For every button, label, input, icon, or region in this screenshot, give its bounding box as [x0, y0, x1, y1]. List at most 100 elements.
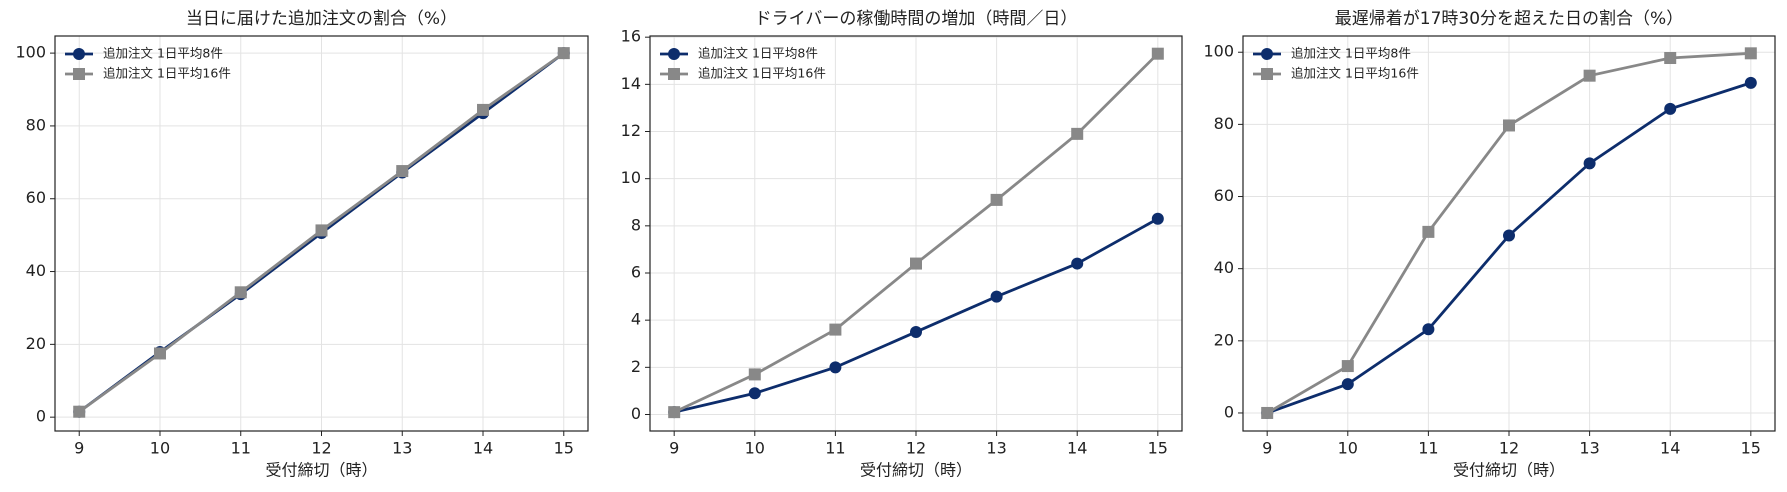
marker	[1151, 212, 1164, 225]
marker	[396, 165, 409, 178]
legend-label: 追加注文 1日平均16件	[698, 66, 826, 81]
marker	[1261, 406, 1274, 419]
marker	[668, 68, 680, 80]
panel: 0 20 40 60 80 100 9 10 11 12 13 14 15 当日に届けた追加注文の割合（%…	[15, 9, 589, 480]
x-tick-label: 10	[150, 439, 170, 458]
x-axis-label: 受付締切（時）	[265, 461, 377, 480]
marker	[153, 347, 166, 360]
y-tick-label: 2	[631, 357, 641, 376]
chart-title: ドライバーの稼働時間の増加（時間／日）	[755, 9, 1078, 29]
y-tick-label: 20	[1214, 330, 1234, 349]
marker	[73, 48, 85, 60]
y-tick-label: 40	[1214, 258, 1234, 277]
chart-title: 当日に届けた追加注文の割合（%）	[186, 9, 457, 29]
marker	[1341, 378, 1354, 391]
y-tick-label: 14	[621, 74, 641, 93]
y-tick-label: 100	[1203, 42, 1234, 61]
y-tick-label: 8	[631, 215, 641, 234]
marker	[73, 68, 85, 80]
y-tick-label: 0	[631, 404, 641, 423]
marker	[990, 193, 1003, 206]
marker	[1744, 47, 1757, 60]
marker	[1422, 323, 1435, 336]
plot-frame	[649, 35, 1183, 432]
y-tick-label: 16	[621, 27, 641, 46]
x-tick-label: 15	[554, 439, 574, 458]
x-tick-label: 13	[392, 439, 412, 458]
marker	[1664, 102, 1677, 115]
y-tick-label: 60	[1214, 186, 1234, 205]
y-tick-label: 6	[631, 263, 641, 282]
x-tick-label: 9	[74, 439, 84, 458]
y-tick-label: 0	[1224, 402, 1234, 421]
marker	[1422, 225, 1435, 238]
marker	[557, 47, 570, 60]
marker	[829, 361, 842, 374]
marker	[990, 290, 1003, 303]
marker	[1744, 76, 1757, 89]
marker	[1151, 47, 1164, 60]
y-tick-label: 10	[621, 168, 641, 187]
marker	[668, 406, 681, 419]
x-tick-label: 11	[231, 439, 251, 458]
marker	[748, 387, 761, 400]
legend-label: 追加注文 1日平均8件	[698, 46, 818, 61]
panel: 0 20 40 60 80 100 9 10 11 12 13 14 15 最遅帰着が17時30分を超えた…	[1203, 9, 1776, 480]
x-tick-label: 14	[1067, 439, 1087, 458]
plot-frame	[1242, 35, 1776, 432]
x-tick-label: 10	[745, 439, 765, 458]
chart-title: 最遅帰着が17時30分を超えた日の割合（%）	[1335, 9, 1683, 29]
marker	[315, 224, 328, 237]
legend-label: 追加注文 1日平均8件	[1291, 46, 1411, 61]
x-tick-label: 14	[473, 439, 493, 458]
x-axis-label: 受付締切（時）	[1453, 461, 1565, 480]
y-tick-label: 0	[36, 407, 46, 426]
x-tick-label: 9	[1262, 439, 1272, 458]
x-tick-label: 13	[986, 439, 1006, 458]
y-tick-label: 80	[26, 115, 46, 134]
marker	[748, 368, 761, 381]
legend-label: 追加注文 1日平均8件	[103, 46, 223, 61]
marker	[910, 325, 922, 338]
x-tick-label: 12	[1499, 439, 1519, 458]
marker	[1071, 257, 1084, 270]
x-tick-label: 13	[1579, 439, 1599, 458]
x-tick-label: 12	[311, 439, 331, 458]
x-tick-label: 11	[825, 439, 845, 458]
x-tick-label: 9	[669, 439, 679, 458]
legend-label: 追加注文 1日平均16件	[103, 66, 231, 81]
marker	[73, 405, 86, 418]
y-tick-label: 40	[26, 261, 46, 280]
marker	[1583, 69, 1596, 82]
marker	[234, 286, 247, 299]
marker	[1503, 229, 1515, 242]
y-tick-label: 60	[26, 188, 46, 207]
x-tick-label: 15	[1148, 439, 1168, 458]
x-tick-label: 15	[1741, 439, 1761, 458]
x-axis-label: 受付締切（時）	[860, 461, 972, 480]
x-tick-label: 12	[906, 439, 926, 458]
marker	[910, 257, 922, 270]
plot-frame	[54, 35, 589, 432]
legend-label: 追加注文 1日平均16件	[1291, 66, 1419, 81]
marker	[1583, 157, 1596, 170]
marker	[829, 323, 842, 336]
marker	[1261, 68, 1273, 80]
marker	[1503, 119, 1515, 132]
y-tick-label: 100	[15, 43, 46, 62]
x-tick-label: 10	[1338, 439, 1358, 458]
x-tick-label: 11	[1418, 439, 1438, 458]
y-tick-label: 80	[1214, 114, 1234, 133]
marker	[1071, 127, 1084, 140]
marker	[477, 103, 490, 116]
marker	[1664, 52, 1677, 65]
y-tick-label: 4	[631, 310, 641, 329]
marker	[1261, 48, 1273, 60]
x-tick-label: 14	[1660, 439, 1680, 458]
y-tick-label: 20	[26, 334, 46, 353]
y-tick-label: 12	[621, 121, 641, 140]
panel: 0 2 4 6 8 10 12 14 16 9 10 11 12 13 14 15 ドライバーの稼働時間の増加（…	[621, 9, 1183, 480]
marker	[1341, 360, 1354, 373]
